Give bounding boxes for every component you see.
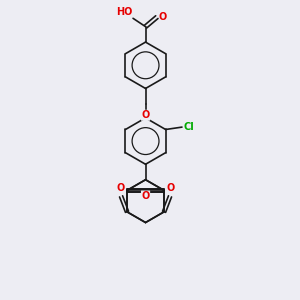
- Text: O: O: [167, 183, 175, 194]
- Text: O: O: [158, 12, 166, 22]
- Text: O: O: [116, 183, 124, 194]
- Text: HO: HO: [116, 7, 132, 17]
- Text: Cl: Cl: [183, 122, 194, 132]
- Text: O: O: [141, 191, 150, 201]
- Text: O: O: [141, 110, 150, 120]
